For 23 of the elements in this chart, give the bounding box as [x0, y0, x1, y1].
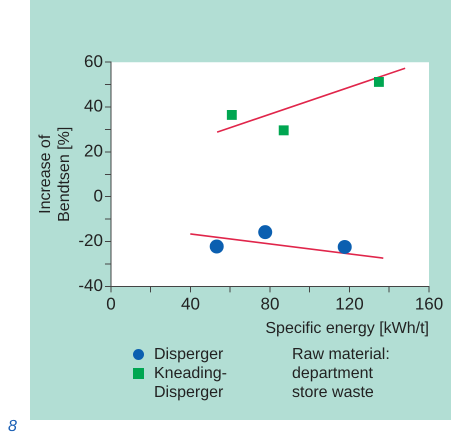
x-tick-label: 80: [260, 294, 280, 314]
point: [278, 125, 289, 136]
y-axis-title: Increase of Bendtsen [%]: [37, 126, 74, 222]
point: [226, 110, 237, 120]
y-tick-label: 60: [84, 52, 103, 71]
x-tick-label: 120: [335, 294, 364, 314]
x-axis-title: Specific energy [kWh/t]: [265, 320, 429, 337]
point: [374, 76, 384, 87]
legend-label: Disperger: [154, 345, 224, 364]
text: 8: [8, 418, 17, 436]
x-tick-label: 160: [414, 294, 444, 314]
y-tick-label: -40: [78, 276, 103, 296]
point: [338, 240, 352, 254]
y-tick-label: 20: [84, 142, 103, 161]
point: [258, 225, 272, 240]
y-tick-label: 0: [94, 186, 103, 206]
y-tick-label: -20: [78, 231, 103, 250]
x-tick-label: 0: [106, 294, 116, 314]
legend-label: Kneading-Disperger: [154, 364, 228, 402]
y-tick-label: 40: [84, 96, 103, 116]
text: Raw material: department store waste: [292, 345, 391, 402]
point: [210, 239, 224, 254]
x-tick-label: 40: [181, 294, 200, 314]
